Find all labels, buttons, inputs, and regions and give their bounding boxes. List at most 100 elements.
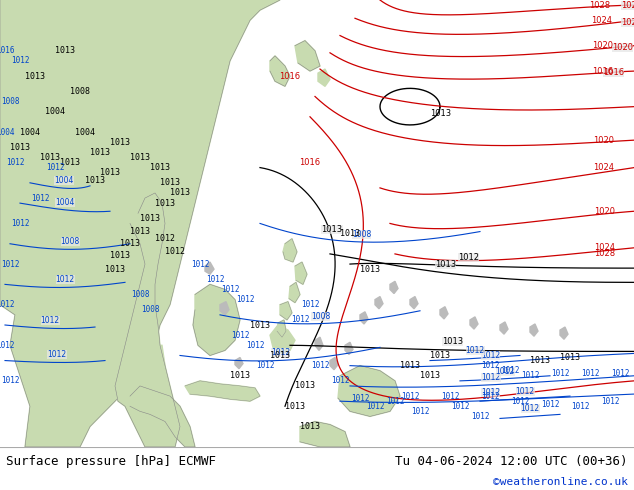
Polygon shape — [220, 302, 229, 315]
Text: 1013: 1013 — [430, 109, 451, 118]
Polygon shape — [345, 343, 353, 354]
Text: 1012: 1012 — [496, 367, 515, 376]
Text: 1012: 1012 — [481, 361, 499, 370]
Text: 1012: 1012 — [366, 402, 384, 411]
Text: 1008: 1008 — [61, 237, 80, 246]
Text: 1012: 1012 — [191, 260, 209, 269]
Polygon shape — [295, 41, 320, 71]
Text: 1012: 1012 — [6, 158, 24, 167]
Text: 1013: 1013 — [250, 320, 270, 329]
Text: 1012: 1012 — [291, 316, 309, 324]
Text: 1020: 1020 — [592, 41, 613, 50]
Polygon shape — [130, 386, 195, 447]
Text: 1013: 1013 — [105, 265, 125, 273]
Text: 1013: 1013 — [400, 361, 420, 370]
Polygon shape — [205, 262, 214, 274]
Text: 1012: 1012 — [521, 404, 540, 414]
Text: 1012: 1012 — [46, 163, 64, 172]
Text: 1013: 1013 — [90, 148, 110, 157]
Polygon shape — [280, 302, 292, 320]
Text: 1013: 1013 — [100, 168, 120, 177]
Text: 1013: 1013 — [230, 371, 250, 380]
Text: 1012: 1012 — [465, 346, 485, 355]
Text: 1020: 1020 — [593, 136, 614, 145]
Text: 1013: 1013 — [10, 143, 30, 152]
Text: 1012: 1012 — [1, 376, 19, 385]
Text: 1013: 1013 — [140, 214, 160, 223]
Text: 1012: 1012 — [481, 389, 500, 397]
Text: 1012: 1012 — [551, 369, 569, 378]
Text: 1013: 1013 — [110, 251, 130, 261]
Text: 1012: 1012 — [611, 369, 630, 378]
Text: 1013: 1013 — [530, 356, 550, 365]
Text: 1008: 1008 — [70, 87, 90, 96]
Text: 1004: 1004 — [20, 127, 40, 137]
Polygon shape — [193, 284, 240, 355]
Polygon shape — [277, 320, 286, 337]
Text: 1013: 1013 — [40, 153, 60, 162]
Text: 1016: 1016 — [0, 46, 14, 55]
Text: 1012: 1012 — [165, 247, 185, 256]
Text: 1008: 1008 — [311, 312, 330, 320]
Text: 1012: 1012 — [231, 331, 249, 340]
Text: 1012: 1012 — [581, 369, 599, 378]
Text: 1013: 1013 — [160, 178, 180, 187]
Text: 1013: 1013 — [321, 225, 342, 234]
Text: 1024: 1024 — [591, 16, 612, 25]
Text: 1012: 1012 — [155, 234, 175, 243]
Polygon shape — [470, 317, 478, 329]
Polygon shape — [530, 324, 538, 336]
Polygon shape — [360, 312, 368, 324]
Polygon shape — [270, 325, 295, 353]
Polygon shape — [289, 282, 300, 303]
Text: 1008: 1008 — [1, 97, 19, 106]
Polygon shape — [270, 56, 290, 86]
Text: 1012: 1012 — [11, 219, 29, 228]
Text: 1012: 1012 — [301, 300, 320, 309]
Text: 1012: 1012 — [311, 361, 329, 370]
Text: 1004: 1004 — [75, 127, 95, 137]
Text: 1013: 1013 — [110, 138, 130, 147]
Polygon shape — [0, 0, 280, 447]
Text: 1016: 1016 — [602, 69, 624, 77]
Text: 1024: 1024 — [594, 244, 615, 252]
Polygon shape — [300, 421, 350, 447]
Polygon shape — [390, 281, 398, 294]
Text: 1013: 1013 — [60, 158, 80, 167]
Polygon shape — [185, 381, 260, 401]
Text: 1013: 1013 — [300, 422, 320, 431]
Polygon shape — [500, 322, 508, 334]
Polygon shape — [318, 69, 330, 86]
Text: 1012: 1012 — [31, 194, 49, 202]
Polygon shape — [338, 366, 400, 416]
Text: 1013: 1013 — [340, 229, 360, 238]
Text: 1012: 1012 — [451, 402, 469, 411]
Text: 1013: 1013 — [270, 351, 290, 360]
Text: 1012: 1012 — [458, 253, 479, 262]
Text: 1016: 1016 — [280, 72, 301, 81]
Text: 1008: 1008 — [141, 305, 159, 314]
Text: 1013: 1013 — [85, 176, 105, 185]
Text: 1004: 1004 — [54, 176, 74, 185]
Text: 1012: 1012 — [511, 397, 529, 406]
Text: 1013: 1013 — [120, 239, 140, 248]
Polygon shape — [440, 307, 448, 319]
Text: 1013: 1013 — [420, 371, 440, 380]
Text: 1013: 1013 — [170, 189, 190, 197]
Text: 1012: 1012 — [515, 387, 534, 395]
Text: 1012: 1012 — [1, 260, 19, 269]
Polygon shape — [410, 296, 418, 309]
Text: 1012: 1012 — [236, 295, 254, 304]
Text: 1012: 1012 — [481, 392, 499, 401]
Text: 1012: 1012 — [481, 351, 500, 360]
Text: 1020: 1020 — [594, 207, 615, 216]
Text: 1028: 1028 — [594, 249, 615, 258]
Polygon shape — [283, 239, 297, 262]
Text: 1012: 1012 — [331, 376, 349, 385]
Text: Surface pressure [hPa] ECMWF: Surface pressure [hPa] ECMWF — [6, 456, 216, 468]
Text: 1012: 1012 — [571, 402, 589, 411]
Text: 1012: 1012 — [256, 361, 275, 370]
Text: 1013: 1013 — [285, 402, 305, 411]
Text: 1012: 1012 — [441, 392, 459, 401]
Text: 1013: 1013 — [25, 72, 45, 81]
